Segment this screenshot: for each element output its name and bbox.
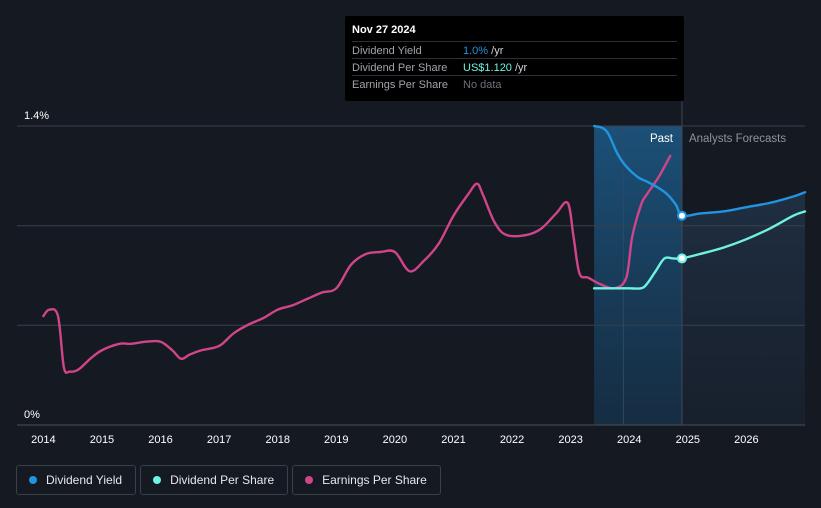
x-tick-label: 2023 xyxy=(558,434,582,446)
y-tick-label: 0% xyxy=(24,409,40,421)
legend-item-dividend-yield[interactable]: Dividend Yield xyxy=(16,465,137,495)
tooltip-date: Nov 27 2024 xyxy=(352,24,416,36)
x-tick-label: 2024 xyxy=(617,434,641,446)
tooltip-value-unit: /yr xyxy=(488,45,504,57)
x-tick-label: 2026 xyxy=(734,434,758,446)
chart-legend: Dividend Yield Dividend Per Share Earnin… xyxy=(16,465,441,495)
tooltip-row-earnings-per-share: Earnings Per Share No data xyxy=(352,75,677,93)
past-label: Past xyxy=(650,133,674,145)
legend-item-earnings-per-share[interactable]: Earnings Per Share xyxy=(292,465,441,495)
chart-tooltip: Nov 27 2024 Dividend Yield 1.0% /yr Divi… xyxy=(345,16,684,101)
legend-label: Earnings Per Share xyxy=(322,473,427,487)
tooltip-label: Earnings Per Share xyxy=(352,79,448,91)
x-tick-label: 2015 xyxy=(90,434,114,446)
legend-item-dividend-per-share[interactable]: Dividend Per Share xyxy=(140,465,289,495)
marker-dividend-yield xyxy=(676,210,687,221)
tooltip-row-dividend-per-share: Dividend Per Share US$1.120 /yr xyxy=(352,58,677,76)
legend-dot-icon xyxy=(29,476,37,484)
forecast-region xyxy=(681,192,805,425)
tooltip-value-number: US$1.120 xyxy=(463,62,512,74)
tooltip-row-dividend-yield: Dividend Yield 1.0% /yr xyxy=(352,41,677,59)
x-tick-label: 2022 xyxy=(500,434,524,446)
x-tick-label: 2016 xyxy=(148,434,172,446)
x-tick-label: 2025 xyxy=(676,434,700,446)
tooltip-value-unit: /yr xyxy=(511,62,528,74)
tooltip-value: US$1.120 /yr xyxy=(463,62,527,74)
x-tick-label: 2014 xyxy=(31,434,55,446)
forecast-label: Analysts Forecasts xyxy=(689,133,786,145)
past-region xyxy=(594,126,682,425)
tooltip-label: Dividend Per Share xyxy=(352,62,448,74)
x-tick-label: 2018 xyxy=(265,434,289,446)
marker-dividend-per-share xyxy=(676,253,687,264)
series-earnings-per-share xyxy=(42,154,672,374)
y-tick-label: 1.4% xyxy=(24,110,49,122)
legend-label: Dividend Per Share xyxy=(170,473,275,487)
x-tick-label: 2017 xyxy=(207,434,231,446)
tooltip-value-number: No data xyxy=(463,79,502,91)
tooltip-value-number: 1.0% xyxy=(463,45,489,57)
x-tick-label: 2019 xyxy=(324,434,348,446)
legend-dot-icon xyxy=(153,476,162,484)
legend-dot-icon xyxy=(305,476,314,484)
tooltip-label: Dividend Yield xyxy=(352,45,422,57)
x-tick-label: 2021 xyxy=(441,434,465,446)
series-dividend-yield xyxy=(592,124,807,218)
series-dividend-per-share xyxy=(592,210,807,290)
legend-label: Dividend Yield xyxy=(46,473,123,487)
x-tick-label: 2020 xyxy=(383,434,407,446)
tooltip-value: No data xyxy=(463,79,502,91)
tooltip-value: 1.0% /yr xyxy=(463,45,503,57)
